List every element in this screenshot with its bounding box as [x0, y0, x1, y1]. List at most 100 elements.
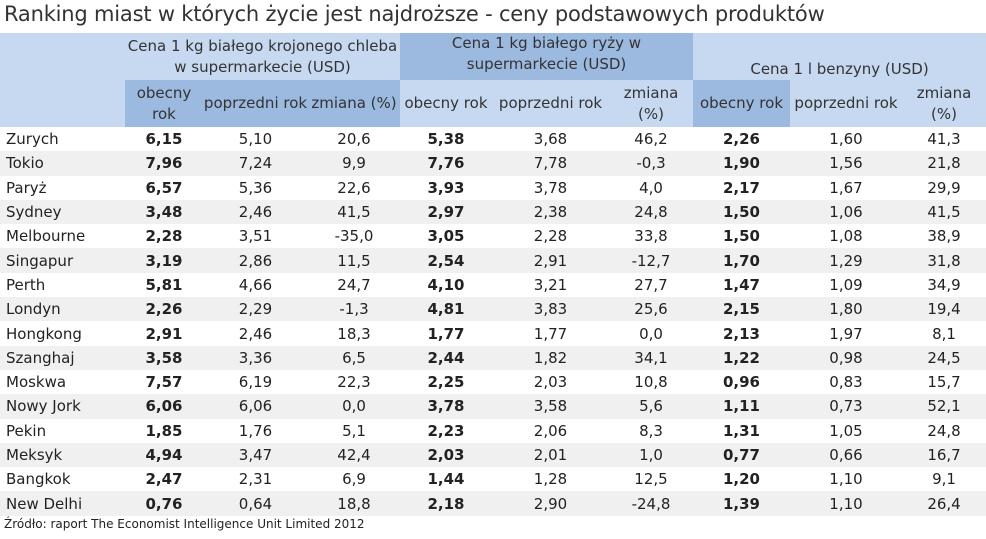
cell-current-year: 0,77 [693, 442, 790, 468]
table-row: Nowy Jork 6,06 6,06 0,0 3,78 3,58 5,6 1,11 0,73 5… [0, 394, 986, 419]
cell-current-year: 3,58 [125, 345, 203, 370]
cell-current-year: 2,44 [400, 345, 492, 370]
subheader-change: zmiana (%) [902, 80, 986, 127]
cell-current-year: 1,11 [693, 394, 790, 419]
cell-current-year: 4,10 [427, 275, 465, 294]
cell-current-year: 1,85 [145, 421, 183, 440]
cell-current-year: 2,15 [693, 297, 790, 322]
cell-change: 38,9 [927, 227, 961, 246]
subheader-previous-year: poprzedni rok [492, 80, 609, 127]
cell-change: 21,8 [902, 151, 986, 176]
cell-change: 16,7 [902, 442, 986, 468]
cell-change: 18,8 [308, 491, 400, 516]
cell-previous-year: 3,83 [492, 297, 609, 322]
group-header-petrol: Cena 1 l benzyny (USD) [693, 33, 986, 80]
cell-current-year: 1,70 [693, 248, 790, 273]
cell-previous-year: 0,98 [790, 345, 902, 370]
subheader-current-year: obecny rok [693, 80, 790, 127]
cell-previous-year: 1,06 [790, 199, 902, 225]
cell-change: 34,9 [927, 275, 961, 294]
table-row: Zurych 6,15 5,10 20,6 5,38 3,68 46,2 2,26 1,60 41… [0, 127, 986, 151]
table-row: Singapur 3,19 2,86 11,5 2,54 2,91 -12,7 1,70 1,2… [0, 248, 986, 273]
cell-current-year: 1,50 [722, 227, 760, 246]
cell-change: 10,8 [634, 373, 668, 392]
cell-current-year: 1,31 [722, 421, 760, 440]
cell-previous-year: 3,68 [533, 130, 568, 149]
cell-current-year: 7,76 [400, 151, 492, 176]
cell-previous-year: 0,66 [790, 442, 902, 468]
subheader-change: zmiana (%) [308, 80, 400, 127]
cell-change: 6,5 [308, 345, 400, 370]
cell-previous-year: 1,77 [533, 324, 568, 343]
table-row: Melbourne 2,28 3,51 -35,0 3,05 2,28 33,8 1,50 1,… [0, 224, 986, 248]
cell-current-year: 1,39 [693, 491, 790, 516]
cell-change: 31,8 [902, 248, 986, 273]
subheader-current-year: obecny rok [125, 80, 203, 127]
cell-current-year: 4,94 [125, 442, 203, 468]
city-name: Bangkok [6, 470, 71, 489]
cell-change: 8,3 [639, 421, 663, 440]
city-name: Londyn [0, 297, 125, 322]
cell-previous-year: 1,97 [829, 324, 863, 343]
city-name: Melbourne [6, 227, 86, 246]
cell-previous-year: 3,51 [238, 227, 273, 246]
cell-previous-year: 7,78 [492, 151, 609, 176]
cell-current-year: 3,05 [427, 227, 465, 246]
cell-current-year: 2,17 [722, 178, 760, 197]
cell-previous-year: 1,80 [790, 297, 902, 322]
cell-change: 34,1 [609, 345, 693, 370]
cell-previous-year: 2,03 [533, 373, 568, 392]
cell-previous-year: 2,46 [238, 324, 273, 343]
corner-subheader [0, 80, 125, 127]
cell-change: 20,6 [337, 130, 371, 149]
city-name: Singapur [0, 248, 125, 273]
cell-change: 42,4 [308, 442, 400, 468]
cell-current-year: 2,13 [722, 324, 760, 343]
cell-current-year: 4,81 [400, 297, 492, 322]
cell-previous-year: 4,66 [238, 275, 273, 294]
cell-current-year: 2,91 [145, 324, 183, 343]
cell-current-year: 1,44 [427, 470, 465, 489]
cell-change: 24,5 [902, 345, 986, 370]
cell-change: 12,5 [634, 470, 668, 489]
cell-current-year: 2,54 [400, 248, 492, 273]
source-note: Źródło: raport The Economist Intelligenc… [4, 517, 365, 531]
cell-change: 22,6 [337, 178, 371, 197]
cell-change: 24,8 [927, 421, 961, 440]
cell-change: 52,1 [902, 394, 986, 419]
table-row: Pekin 1,85 1,76 5,1 2,23 2,06 8,3 1,31 1,05 24,8 [0, 419, 986, 443]
table-row: Tokio 7,96 7,24 9,9 7,76 7,78 -0,3 1,90 1,56 21,8 [0, 151, 986, 176]
cell-current-year: 3,48 [125, 199, 203, 225]
cell-previous-year: 1,08 [829, 227, 863, 246]
table-row: Meksyk 4,94 3,47 42,4 2,03 2,01 1,0 0,77 0,66 16,… [0, 442, 986, 468]
subheader-current-year: obecny rok [400, 80, 492, 127]
cell-change: 0,0 [308, 394, 400, 419]
cell-current-year: 2,47 [145, 470, 183, 489]
city-name: Szanghaj [0, 345, 125, 370]
cell-previous-year: 2,28 [533, 227, 568, 246]
cell-current-year: 3,93 [427, 178, 465, 197]
cell-previous-year: 3,78 [533, 178, 568, 197]
table-row: Sydney 3,48 2,46 41,5 2,97 2,38 24,8 1,50 1,06 41… [0, 199, 986, 225]
cell-previous-year: 2,06 [533, 421, 568, 440]
cell-current-year: 2,18 [400, 491, 492, 516]
cell-current-year: 1,22 [693, 345, 790, 370]
ranking-table: Cena 1 kg białego krojonego chleba w sup… [0, 33, 986, 516]
table-row: Moskwa 7,57 6,19 22,3 2,25 2,03 10,8 0,96 0,83 15… [0, 370, 986, 394]
city-name: Pekin [6, 421, 47, 440]
table-title: Ranking miast w których życie jest najdr… [4, 2, 825, 26]
subheader-previous-year: poprzedni rok [203, 80, 308, 127]
cell-previous-year: 1,05 [829, 421, 863, 440]
cell-current-year: 6,15 [145, 130, 183, 149]
cell-current-year: 0,96 [722, 373, 760, 392]
cell-previous-year: 3,47 [203, 442, 308, 468]
cell-change: 0,0 [639, 324, 663, 343]
cell-previous-year: 1,56 [790, 151, 902, 176]
cell-change: -0,3 [609, 151, 693, 176]
city-name: Zurych [6, 130, 59, 149]
city-name: Nowy Jork [0, 394, 125, 419]
cell-change: -12,7 [609, 248, 693, 273]
cell-change: 22,3 [337, 373, 371, 392]
cell-change: 46,2 [634, 130, 668, 149]
cell-change: 4,0 [639, 178, 663, 197]
